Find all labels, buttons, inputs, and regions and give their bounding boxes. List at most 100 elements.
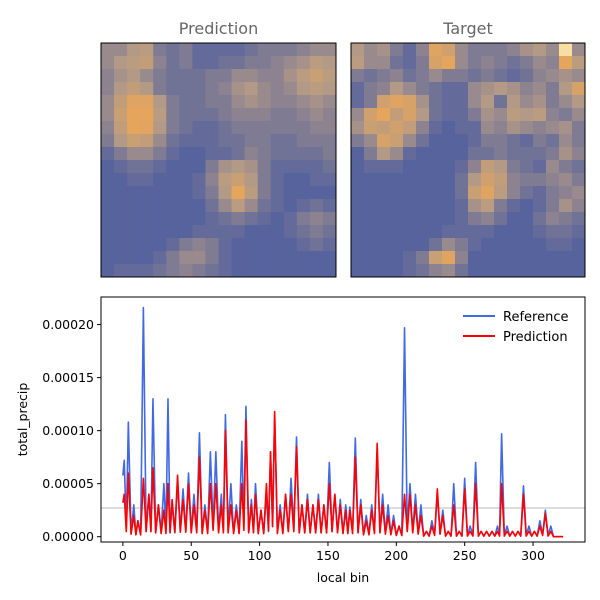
heatmap-cell — [429, 95, 443, 109]
heatmap-cell — [403, 251, 417, 265]
heatmap-cell — [572, 56, 586, 70]
heatmap-cell — [309, 225, 324, 239]
heatmap-cell — [153, 121, 167, 135]
heatmap-cell — [322, 238, 337, 252]
heatmap-cell — [364, 134, 378, 148]
heatmap-cell — [442, 121, 456, 135]
heatmap-cell — [153, 108, 167, 122]
heatmap-cell — [377, 134, 391, 148]
heatmap-cell — [322, 186, 337, 200]
heatmap-cell — [101, 134, 115, 148]
heatmap-cell — [364, 147, 378, 161]
heatmap-cell — [377, 251, 391, 265]
heatmap-cell — [559, 173, 573, 187]
heatmap-cell — [101, 95, 115, 109]
heatmap-cell — [231, 199, 246, 213]
heatmap-cell — [494, 95, 508, 109]
heatmap-cell — [296, 264, 311, 278]
heatmap-cell — [546, 225, 560, 239]
heatmap-cell — [481, 199, 495, 213]
heatmap-cell — [270, 147, 285, 161]
heatmap-cell — [283, 212, 298, 226]
heatmap-cell — [257, 212, 272, 226]
heatmap-cell — [166, 69, 180, 83]
heatmap-cell — [468, 56, 482, 70]
heatmap-cell — [192, 264, 206, 278]
heatmap-cell — [283, 69, 298, 83]
heatmap-cell — [520, 264, 534, 278]
heatmap-cell — [442, 238, 456, 252]
heatmap-cell — [559, 56, 573, 70]
heatmap-cell — [114, 56, 128, 70]
heatmap-cell — [442, 134, 456, 148]
heatmap-cell — [153, 160, 167, 174]
heatmap-cell — [520, 121, 534, 135]
heatmap-cell — [468, 186, 482, 200]
heatmap-cell — [179, 56, 193, 70]
heatmap-cell — [179, 238, 193, 252]
heatmap-cell — [416, 225, 430, 239]
heatmap-cell — [309, 147, 324, 161]
heatmap-cell — [546, 199, 560, 213]
heatmap-cell — [257, 186, 272, 200]
heatmap-cell — [559, 186, 573, 200]
heatmap-cell — [442, 264, 456, 278]
heatmap-cell — [559, 147, 573, 161]
heatmap-cell — [296, 43, 311, 57]
heatmap-cell — [351, 251, 365, 265]
heatmap-cell — [309, 43, 324, 57]
heatmap-cell — [455, 121, 469, 135]
heatmap-cell — [494, 56, 508, 70]
heatmap-cell — [377, 212, 391, 226]
heatmap-cell — [572, 173, 586, 187]
heatmap-cell — [166, 134, 180, 148]
heatmap-cell — [192, 43, 206, 57]
heatmap-cell — [572, 82, 586, 96]
heatmap-cell — [244, 238, 259, 252]
heatmap-cell — [140, 225, 154, 239]
heatmap-cell — [257, 160, 272, 174]
heatmap-cell — [218, 238, 232, 252]
heatmap-cell — [166, 225, 180, 239]
heatmap-cell — [507, 69, 521, 83]
heatmap-cell — [468, 173, 482, 187]
heatmap-cell — [429, 251, 443, 265]
heatmap-cell — [179, 134, 193, 148]
heatmap-cell — [533, 82, 547, 96]
heatmap-cell — [390, 43, 404, 57]
heatmap-cell — [270, 43, 285, 57]
heatmap-cell — [296, 147, 311, 161]
heatmap-cell — [507, 199, 521, 213]
heatmap-cell — [166, 186, 180, 200]
heatmap-cell — [153, 43, 167, 57]
heatmap-cell — [257, 69, 272, 83]
heatmap-cell — [403, 186, 417, 200]
heatmap-cell — [205, 212, 219, 226]
heatmap-cell — [205, 121, 219, 135]
heatmap-cell — [283, 173, 298, 187]
heatmap-cell — [442, 199, 456, 213]
heatmap-target-frame — [350, 42, 586, 278]
heatmap-cell — [429, 147, 443, 161]
heatmap-cell — [403, 43, 417, 57]
heatmap-cell — [546, 173, 560, 187]
line-chart-frame — [100, 296, 586, 543]
heatmap-cell — [192, 82, 206, 96]
heatmap-cell — [481, 264, 495, 278]
heatmap-cell — [127, 95, 141, 109]
heatmap-cell — [546, 95, 560, 109]
heatmap-cell — [218, 147, 232, 161]
heatmap-cell — [153, 173, 167, 187]
heatmap-cell — [309, 134, 324, 148]
heatmap-cell — [520, 43, 534, 57]
heatmap-cell — [296, 121, 311, 135]
heatmap-cell — [270, 199, 285, 213]
heatmap-cell — [507, 225, 521, 239]
heatmap-cell — [218, 264, 232, 278]
heatmap-cell — [520, 225, 534, 239]
heatmap-cell — [231, 69, 246, 83]
heatmap-cell — [559, 225, 573, 239]
heatmap-cell — [296, 108, 311, 122]
heatmap-cell — [390, 108, 404, 122]
heatmap-cell — [244, 108, 259, 122]
